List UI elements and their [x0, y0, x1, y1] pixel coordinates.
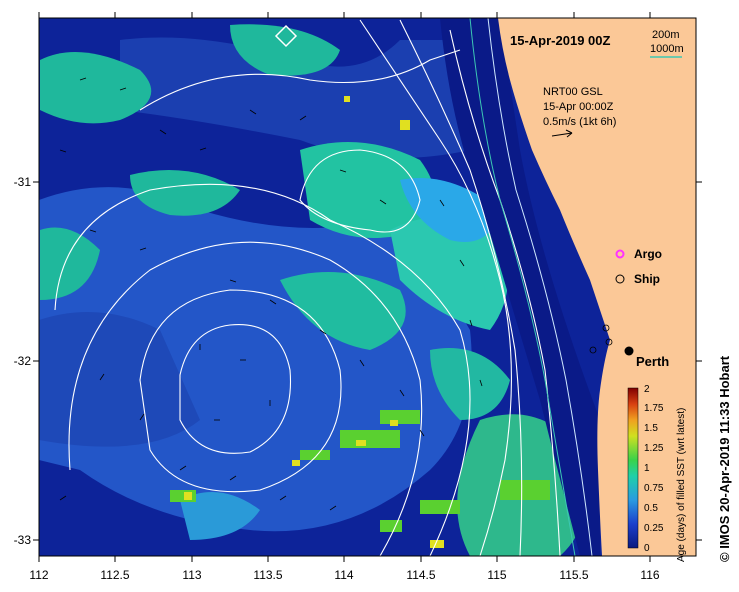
- land-area: [498, 18, 696, 556]
- map-plot-area: [39, 18, 696, 556]
- colorbar-tick: 0.25: [644, 523, 664, 534]
- coast-marker: [602, 324, 610, 332]
- ssh-contours: [54, 19, 561, 556]
- colorbar-tick: 0.5: [644, 503, 658, 514]
- teal-patch: [40, 227, 100, 300]
- ship-marker-icon: [615, 274, 625, 284]
- colorbar-tick: 1.25: [644, 443, 664, 454]
- ship-legend-label: Ship: [634, 272, 660, 286]
- teal-patch: [390, 217, 508, 330]
- colorbar-tick: 1: [644, 463, 650, 474]
- teal-patch: [40, 52, 152, 124]
- map-title: 15-Apr-2019 00Z: [510, 33, 610, 48]
- coast-marker: [605, 338, 613, 346]
- x-tick-label: 114: [334, 568, 353, 582]
- x-tick-label: 115.5: [559, 568, 588, 582]
- vector-scale-label: 0.5m/s (1kt 6h): [543, 116, 616, 128]
- x-tick-label: 114.5: [406, 568, 435, 582]
- teal-patch: [280, 272, 406, 350]
- y-tick-label: -31: [14, 175, 32, 189]
- perth-label: Perth: [636, 354, 669, 369]
- x-tick-label: 112: [29, 568, 48, 582]
- colorbar-tick: 0: [644, 543, 650, 554]
- map-frame: [38, 17, 697, 557]
- y-tick-labels: -31 -32 -33: [14, 175, 32, 547]
- colorbar-ticks: 0 0.25 0.5 0.75 1 1.25 1.5 1.75 2: [644, 384, 664, 554]
- vector-scale-arrow: [551, 129, 573, 138]
- colorbar-tick: 1.75: [644, 403, 664, 414]
- colorbar-tick: 2: [644, 384, 650, 395]
- x-tick-labels: 112 112.5 113 113.5 114 114.5 115 115.5 …: [29, 568, 659, 582]
- x-tick-label: 115: [487, 568, 506, 582]
- diamond-marker: [274, 24, 298, 48]
- contour-200m: [487, 18, 593, 556]
- y-axis: [33, 181, 702, 541]
- colorbar-tick: 1.5: [644, 423, 658, 434]
- x-tick-label: 112.5: [100, 568, 129, 582]
- coast-marker: [589, 346, 597, 354]
- cyan-patch: [400, 178, 500, 242]
- ocean-blue-region-2: [39, 312, 200, 447]
- colorbar-tick: 0.75: [644, 483, 664, 494]
- contour-1000m: [469, 18, 576, 556]
- argo-legend-label: Argo: [634, 247, 662, 261]
- product-time: 15-Apr 00:00Z: [543, 101, 614, 113]
- credit-text: © IMOS 20-Apr-2019 11:33 Hobart: [717, 355, 732, 562]
- ocean-blue-region-3: [120, 37, 470, 158]
- product-name: NRT00 GSL: [543, 86, 603, 98]
- yellow-speckles: [184, 96, 444, 548]
- x-tick-label: 116: [640, 568, 659, 582]
- teal-patch: [230, 24, 340, 76]
- argo-marker-icon: [615, 249, 625, 259]
- x-axis: [38, 12, 651, 562]
- current-vectors: [59, 77, 483, 511]
- contour-legend-1000m: 1000m: [650, 43, 684, 55]
- colorbar-label: Age (days) of filled SST (wrt latest): [676, 408, 687, 562]
- y-tick-label: -33: [14, 533, 32, 547]
- colorbar: [627, 387, 639, 549]
- perth-city-marker: [624, 346, 634, 356]
- cyan-patch: [180, 492, 260, 540]
- y-tick-label: -32: [14, 354, 32, 368]
- x-tick-label: 113.5: [253, 568, 282, 582]
- coastal-deep-band: [440, 18, 600, 556]
- contour-legend-200m: 200m: [652, 29, 680, 41]
- teal-patch: [130, 170, 240, 216]
- x-tick-label: 113: [182, 568, 201, 582]
